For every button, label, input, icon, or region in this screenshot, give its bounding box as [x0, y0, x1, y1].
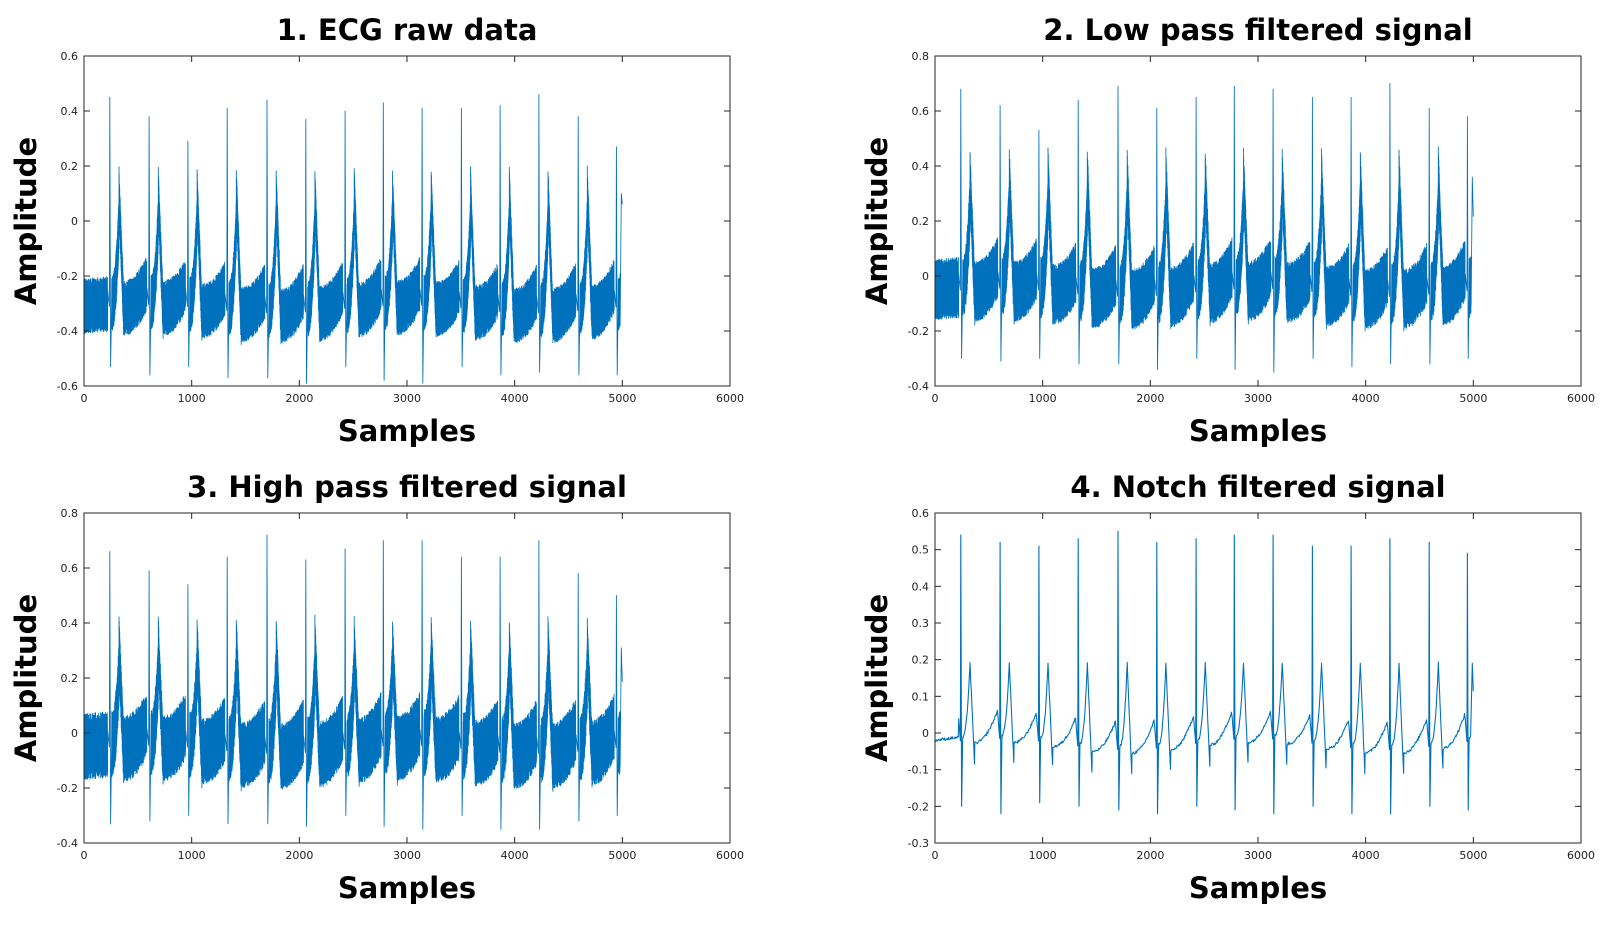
x-tick-label: 6000	[1567, 849, 1595, 862]
series-line	[934, 530, 1474, 815]
y-tick-label: 0.6	[912, 105, 930, 118]
y-axis-label: Amplitude	[9, 137, 43, 305]
y-tick-label: 0.6	[912, 507, 930, 520]
y-tick-label: 0.2	[61, 672, 79, 685]
y-tick-label: 0.4	[61, 617, 79, 630]
y-tick-label: 0.3	[912, 617, 930, 630]
chart-panel-1: 1. ECG raw data Samples Amplitude 0 1000 2000…	[9, 13, 744, 448]
y-tick-label: 0.4	[912, 160, 930, 173]
x-axis-label: Samples	[338, 414, 476, 448]
series-line	[83, 94, 623, 384]
x-tick-label: 4000	[1352, 392, 1380, 405]
x-tick-label: 0	[81, 392, 88, 405]
y-tick-label: -0.6	[57, 380, 78, 393]
x-tick-label: 6000	[1567, 392, 1595, 405]
y-axis-label: Amplitude	[860, 594, 894, 762]
x-tick-label: 2000	[285, 849, 313, 862]
axes-frame	[934, 55, 1582, 387]
x-tick-label: 2000	[1136, 849, 1164, 862]
y-tick-label: -0.2	[908, 800, 929, 813]
chart-panel-3: 3. High pass filtered signal Samples Ampli…	[9, 470, 744, 905]
x-tick-label: 0	[81, 849, 88, 862]
x-tick-label: 4000	[1352, 849, 1380, 862]
x-tick-label: 1000	[1029, 392, 1057, 405]
axes-frame	[83, 512, 731, 844]
y-tick-label: 0.2	[61, 160, 79, 173]
y-tick-label: 0	[922, 727, 929, 740]
y-tick-label: 0	[71, 215, 78, 228]
y-tick-label: 0.4	[61, 105, 79, 118]
x-tick-label: 6000	[716, 392, 744, 405]
axes-frame	[83, 55, 731, 387]
x-tick-label: 2000	[285, 392, 313, 405]
x-tick-label: 6000	[716, 849, 744, 862]
y-tick-label: -0.2	[57, 270, 78, 283]
x-tick-label: 5000	[608, 392, 636, 405]
x-tick-label: 1000	[1029, 849, 1057, 862]
x-tick-label: 3000	[393, 392, 421, 405]
y-tick-label: -0.3	[908, 837, 929, 850]
y-tick-label: 0.2	[912, 654, 930, 667]
x-tick-label: 5000	[608, 849, 636, 862]
x-tick-label: 3000	[1244, 392, 1272, 405]
x-tick-label: 4000	[501, 392, 529, 405]
y-tick-label: 0.8	[912, 50, 930, 63]
x-tick-label: 0	[932, 849, 939, 862]
series-line	[83, 534, 623, 830]
x-tick-label: 0	[932, 392, 939, 405]
x-tick-label: 1000	[178, 849, 206, 862]
y-tick-label: 0.4	[912, 580, 930, 593]
x-axis-label: Samples	[338, 871, 476, 905]
chart-panel-2: 2. Low pass filtered signal Samples Amplit…	[860, 13, 1595, 448]
y-tick-label: -0.2	[908, 325, 929, 338]
y-tick-label: 0	[71, 727, 78, 740]
y-axis-label: Amplitude	[9, 594, 43, 762]
y-tick-label: -0.4	[57, 837, 78, 850]
y-tick-label: -0.4	[57, 325, 78, 338]
x-tick-label: 3000	[1244, 849, 1272, 862]
x-tick-label: 4000	[501, 849, 529, 862]
y-tick-label: 0.1	[912, 690, 930, 703]
chart-title: 4. Notch filtered signal	[1070, 470, 1445, 504]
x-tick-label: 2000	[1136, 392, 1164, 405]
y-tick-label: -0.1	[908, 764, 929, 777]
axes-frame	[934, 512, 1582, 844]
series-line	[934, 83, 1474, 373]
x-tick-label: 5000	[1459, 392, 1487, 405]
chart-title: 3. High pass filtered signal	[187, 470, 627, 504]
x-axis-label: Samples	[1189, 871, 1327, 905]
chart-title: 1. ECG raw data	[277, 13, 538, 47]
y-tick-label: 0	[922, 270, 929, 283]
y-tick-label: 0.8	[61, 507, 79, 520]
chart-panel-4: 4. Notch filtered signal Samples Amplitude…	[860, 470, 1595, 905]
y-tick-label: -0.4	[908, 380, 929, 393]
x-tick-label: 3000	[393, 849, 421, 862]
x-axis-label: Samples	[1189, 414, 1327, 448]
chart-title: 2. Low pass filtered signal	[1043, 13, 1472, 47]
x-tick-label: 5000	[1459, 849, 1487, 862]
y-tick-label: 0.5	[912, 544, 930, 557]
y-tick-label: 0.6	[61, 562, 79, 575]
x-tick-label: 1000	[178, 392, 206, 405]
y-tick-label: 0.6	[61, 50, 79, 63]
y-axis-label: Amplitude	[860, 137, 894, 305]
y-tick-label: -0.2	[57, 782, 78, 795]
y-tick-label: 0.2	[912, 215, 930, 228]
